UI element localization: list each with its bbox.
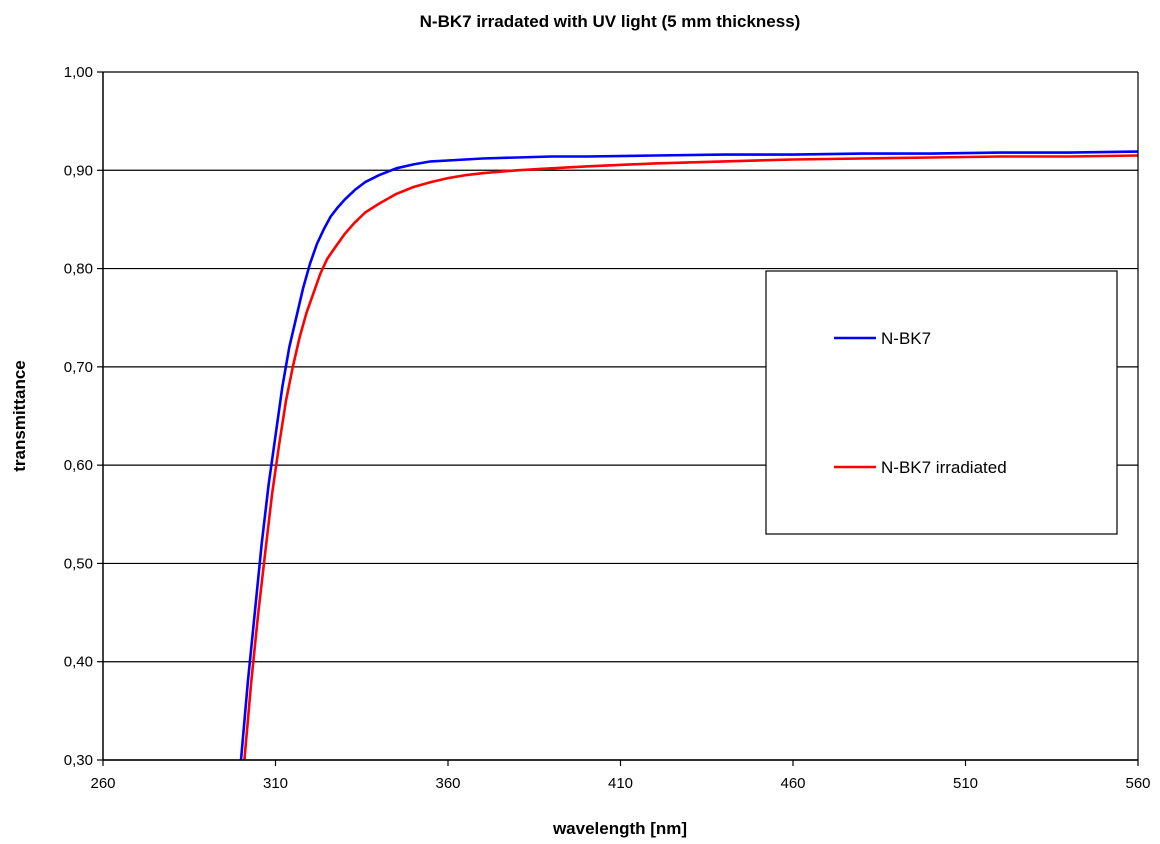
series-layer	[239, 150, 1139, 761]
legend-label: N-BK7	[881, 329, 931, 348]
y-axis-label: transmittance	[10, 360, 29, 471]
x-tick-label: 460	[780, 775, 805, 792]
y-tick-label: 0,40	[64, 654, 93, 671]
y-tick-label: 0,50	[64, 555, 93, 572]
legend-label: N-BK7 irradiated	[881, 458, 1007, 477]
axis-layer: 0,30 0,40 0,50 0,60 0,70 0,80 0,90 1,00 260 310 36…	[64, 64, 1151, 792]
y-tick-label: 0,30	[64, 752, 93, 769]
x-tick-label: 510	[953, 775, 978, 792]
legend: N-BK7 N-BK7 irradiated	[765, 270, 1118, 535]
x-axis-label: wavelength [nm]	[552, 819, 687, 838]
y-tick-label: 0,90	[64, 162, 93, 179]
x-tick-label: 310	[263, 775, 288, 792]
series-line-n-bk7	[239, 150, 1139, 761]
x-tick-label: 560	[1125, 775, 1150, 792]
x-tick-label: 360	[435, 775, 460, 792]
chart-title: N-BK7 irradated with UV light (5 mm thic…	[420, 12, 801, 31]
series-line-n-bk7-irradiated	[243, 154, 1139, 761]
y-tick-label: 1,00	[64, 64, 93, 81]
x-tick-label: 410	[608, 775, 633, 792]
y-tick-label: 0,60	[64, 457, 93, 474]
y-tick-label: 0,80	[64, 261, 93, 278]
legend-box	[765, 270, 1118, 535]
x-tick-label: 260	[90, 775, 115, 792]
y-tick-label: 0,70	[64, 359, 93, 376]
